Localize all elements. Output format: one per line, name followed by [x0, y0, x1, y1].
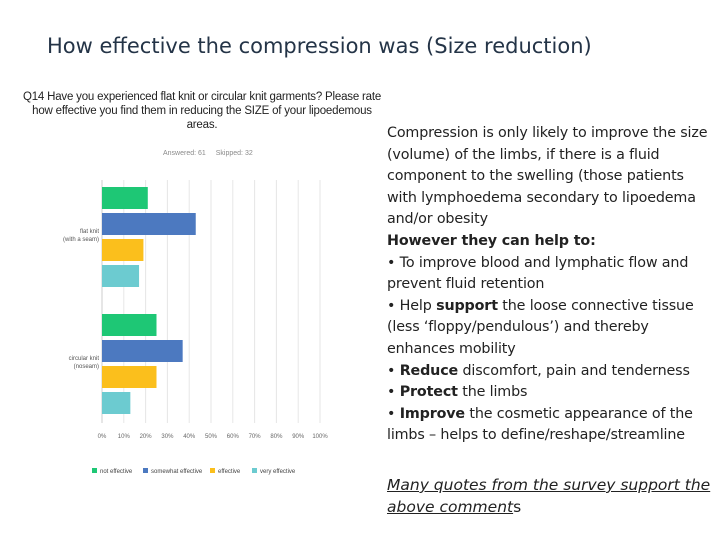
- x-tick-label: 80%: [270, 434, 283, 440]
- bullet-protect: • Protect the limbs: [387, 384, 528, 401]
- x-tick-label: 40%: [183, 434, 196, 440]
- legend-swatch: [92, 468, 97, 473]
- bar: [102, 366, 157, 388]
- legend-label: very effective: [260, 469, 296, 475]
- bullet-support: • Help support the loose connective tiss…: [387, 297, 694, 357]
- slide-title: How effective the compression was (Size …: [47, 34, 592, 58]
- category-label: circular knit: [69, 356, 100, 362]
- bar: [102, 213, 196, 235]
- bar: [102, 340, 183, 362]
- legend-label: effective: [218, 469, 241, 475]
- bar: [102, 314, 157, 336]
- legend-swatch: [252, 468, 257, 473]
- x-tick-label: 0%: [98, 434, 107, 440]
- x-tick-label: 70%: [249, 434, 262, 440]
- quote-underlined: Many quotes from the survey support the …: [387, 476, 711, 516]
- legend-label: not effective: [100, 469, 133, 475]
- bullet-improve: • Improve the cosmetic appearance of the…: [387, 405, 693, 444]
- quote-tail: s: [513, 498, 522, 516]
- x-tick-label: 20%: [140, 434, 153, 440]
- answered-count: Answered: 61: [163, 150, 206, 157]
- survey-quote-note: Many quotes from the survey support the …: [387, 474, 717, 518]
- category-label: (noseam): [74, 364, 99, 370]
- category-label: flat knit: [80, 229, 99, 235]
- intro-paragraph: Compression is only likely to improve th…: [387, 125, 708, 228]
- body-text: Compression is only likely to improve th…: [387, 123, 717, 447]
- skipped-count: Skipped: 32: [215, 150, 253, 157]
- x-tick-label: 50%: [205, 434, 218, 440]
- however-heading: However they can help to:: [387, 232, 596, 249]
- category-label: (with a seam): [63, 237, 99, 243]
- legend-swatch: [143, 468, 148, 473]
- x-tick-label: 90%: [292, 434, 305, 440]
- legend-swatch: [210, 468, 215, 473]
- bar: [102, 239, 144, 261]
- legend-label: somewhat effective: [151, 469, 203, 475]
- bullet-flow: • To improve blood and lymphatic flow an…: [387, 254, 689, 293]
- survey-question: Q14 Have you experienced flat knit or ci…: [22, 91, 382, 131]
- x-tick-label: 60%: [227, 434, 240, 440]
- bar: [102, 265, 140, 287]
- bullet-reduce: • Reduce discomfort, pain and tenderness: [387, 362, 690, 379]
- bar: [102, 187, 148, 209]
- bar: [102, 392, 131, 414]
- x-tick-label: 30%: [161, 434, 174, 440]
- x-tick-label: 100%: [312, 434, 328, 440]
- x-tick-label: 10%: [118, 434, 131, 440]
- survey-stats: Answered: 61 Skipped: 32: [163, 150, 261, 157]
